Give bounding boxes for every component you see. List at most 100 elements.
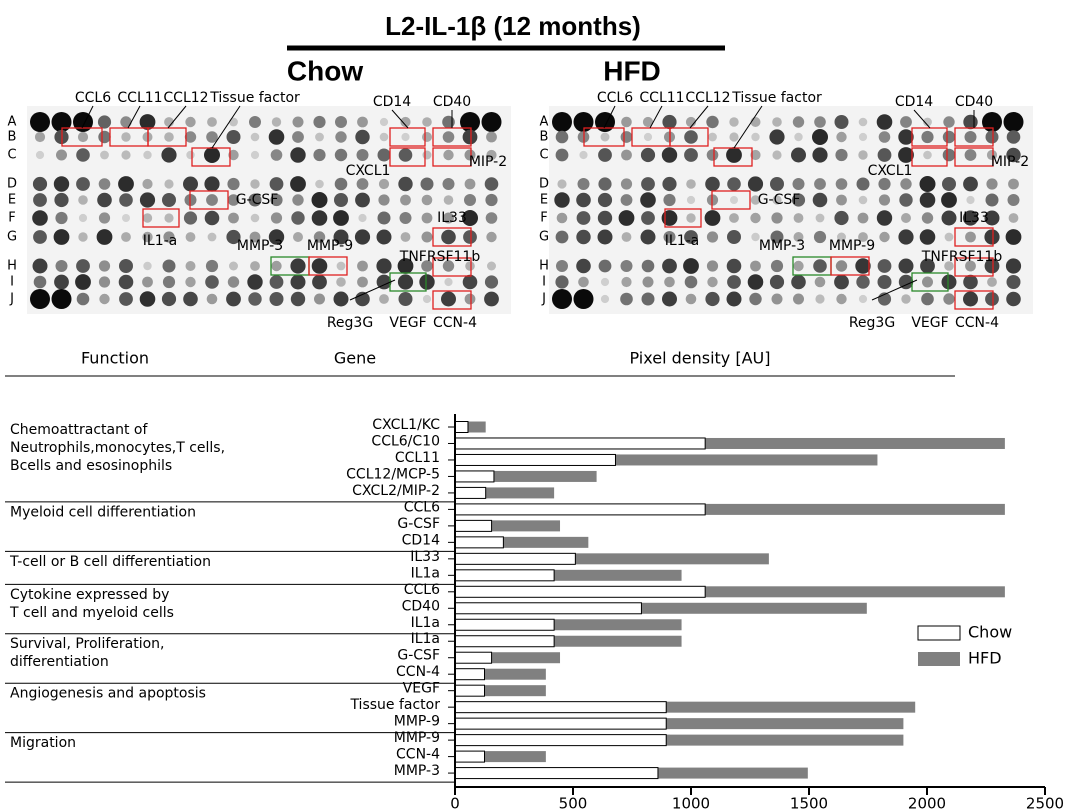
- blot-spot: [598, 148, 612, 162]
- blot-spot: [33, 259, 48, 274]
- blot-spot: [312, 210, 328, 226]
- blot-spot: [444, 195, 454, 205]
- blot-spot: [791, 148, 806, 163]
- y-tick-label: VEGF: [403, 681, 440, 697]
- blot-spot: [292, 131, 304, 143]
- blot-spot: [601, 133, 610, 142]
- blot-spot: [399, 148, 413, 162]
- blot-spot: [290, 176, 306, 192]
- blot-spot: [143, 151, 151, 159]
- blot-spot: [313, 116, 325, 128]
- blot-spot: [727, 177, 741, 191]
- blot-spot: [793, 261, 803, 271]
- blot-spot: [771, 212, 782, 223]
- blot-spot: [922, 277, 933, 288]
- blot-spot: [985, 292, 999, 306]
- blot-spot: [271, 261, 281, 271]
- blot-spot: [186, 151, 194, 159]
- blot-spot: [771, 260, 783, 272]
- blot-spot: [56, 260, 68, 272]
- blot-spot: [662, 147, 677, 162]
- blot-spot: [122, 214, 130, 222]
- bar: [455, 619, 554, 630]
- blot-spot: [312, 275, 327, 290]
- blot-spot: [249, 116, 261, 128]
- y-tick-label: CCN-4: [396, 664, 440, 680]
- blot-spot: [292, 194, 303, 205]
- blot-spot: [163, 276, 175, 288]
- blot-spot: [35, 132, 45, 142]
- y-tick-label: CCN-4: [396, 747, 440, 763]
- row-label: B: [8, 130, 17, 145]
- blot-spot: [813, 193, 828, 208]
- blot-spot: [644, 133, 652, 141]
- blot-spot: [228, 213, 239, 224]
- blot-spot: [463, 275, 478, 290]
- blot-spot: [923, 151, 932, 160]
- blot-spot: [878, 275, 892, 289]
- blot-spot: [460, 112, 480, 132]
- blot-spot: [121, 132, 130, 141]
- blot-spot: [75, 274, 91, 290]
- bar: [455, 586, 705, 597]
- blot-spot: [400, 212, 412, 224]
- bar: [455, 603, 641, 614]
- blot-spot: [30, 112, 50, 132]
- blot-spot: [251, 133, 260, 142]
- blot-spot: [400, 195, 411, 206]
- bar: [455, 570, 554, 581]
- blot-spot: [1004, 112, 1024, 132]
- blot-spot: [119, 275, 134, 290]
- blot-spot: [54, 193, 68, 207]
- blot-spot: [920, 192, 936, 208]
- blot-spot: [815, 294, 824, 303]
- blot-spot: [422, 232, 433, 243]
- blot-spot: [36, 151, 44, 159]
- row-label: H: [7, 259, 17, 274]
- blot-spot: [378, 194, 389, 205]
- blot-spot: [229, 118, 238, 127]
- blot-spot: [986, 131, 999, 144]
- bar: [455, 636, 554, 647]
- blot-spot: [378, 149, 391, 162]
- blot-spot: [1007, 130, 1021, 144]
- bar: [455, 751, 485, 762]
- blot-spot: [1006, 292, 1021, 307]
- function-label: Chemoattractant of: [10, 422, 149, 438]
- blot-spot: [186, 232, 196, 242]
- blot-spot: [270, 177, 284, 191]
- bar: [455, 537, 503, 548]
- blot-spot: [379, 294, 389, 304]
- blot-spot: [901, 294, 910, 303]
- row-label: G: [539, 230, 549, 245]
- blot-spot: [707, 277, 717, 287]
- function-label: Bcells and esosinophils: [10, 458, 172, 474]
- blot-spot: [598, 177, 611, 190]
- blot-spot: [943, 149, 956, 162]
- blot-spot: [748, 274, 764, 290]
- blot-spot: [579, 151, 587, 159]
- blot-spot: [662, 177, 676, 191]
- blot-label: IL1-a: [665, 233, 699, 249]
- blot-spot: [337, 262, 346, 271]
- blot-spot: [161, 147, 176, 162]
- blot-label: Tissue factor: [209, 90, 300, 106]
- blot-spot: [921, 293, 934, 306]
- blot-spot: [878, 148, 892, 162]
- panel-title: HFD: [603, 55, 661, 86]
- blot-spot: [963, 292, 978, 307]
- blot-spot: [272, 117, 281, 126]
- y-tick-label: G-CSF: [397, 648, 440, 664]
- blot-spot: [836, 195, 847, 206]
- bar: [455, 685, 485, 696]
- blot-spot: [121, 232, 131, 242]
- blot-spot: [986, 178, 997, 189]
- blot-spot: [814, 178, 826, 190]
- blot-spot: [901, 213, 911, 223]
- blot-spot: [640, 192, 656, 208]
- blot-spot: [858, 150, 867, 159]
- blot-spot: [621, 277, 631, 287]
- blot-spot: [836, 260, 847, 271]
- figure-title: L2-IL-1β (12 months): [385, 11, 641, 41]
- blot-label: Reg3G: [327, 315, 373, 331]
